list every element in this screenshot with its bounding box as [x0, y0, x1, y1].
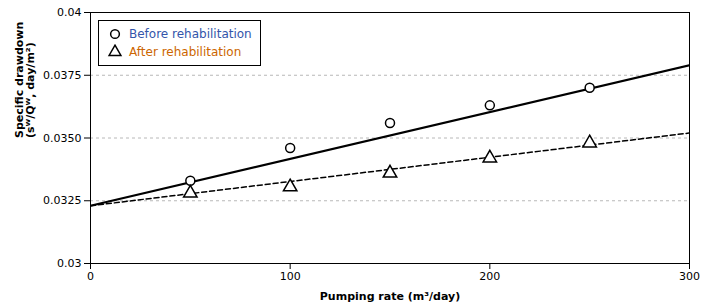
html-text:After rehabilitation: After rehabilitation — [129, 45, 242, 59]
svg-text:0.04: 0.04 — [57, 6, 82, 19]
svg-text:0.0375: 0.0375 — [43, 69, 82, 82]
svg-text:300: 300 — [679, 270, 700, 283]
svg-text:Pumping rate (m³/day): Pumping rate (m³/day) — [320, 290, 460, 303]
html-text:Before rehabilitation: Before rehabilitation — [129, 27, 252, 41]
svg-text:Specific drawdown(sᵂ/Qᵂ, day/m: Specific drawdown(sᵂ/Qᵂ, day/m²) — [13, 22, 37, 138]
svg-text:200: 200 — [479, 270, 500, 283]
svg-text:100: 100 — [280, 270, 301, 283]
svg-text:0.0350: 0.0350 — [43, 132, 82, 145]
svg-text:0: 0 — [87, 270, 94, 283]
svg-text:0.03: 0.03 — [57, 257, 82, 270]
svg-text:0.0325: 0.0325 — [43, 194, 82, 207]
